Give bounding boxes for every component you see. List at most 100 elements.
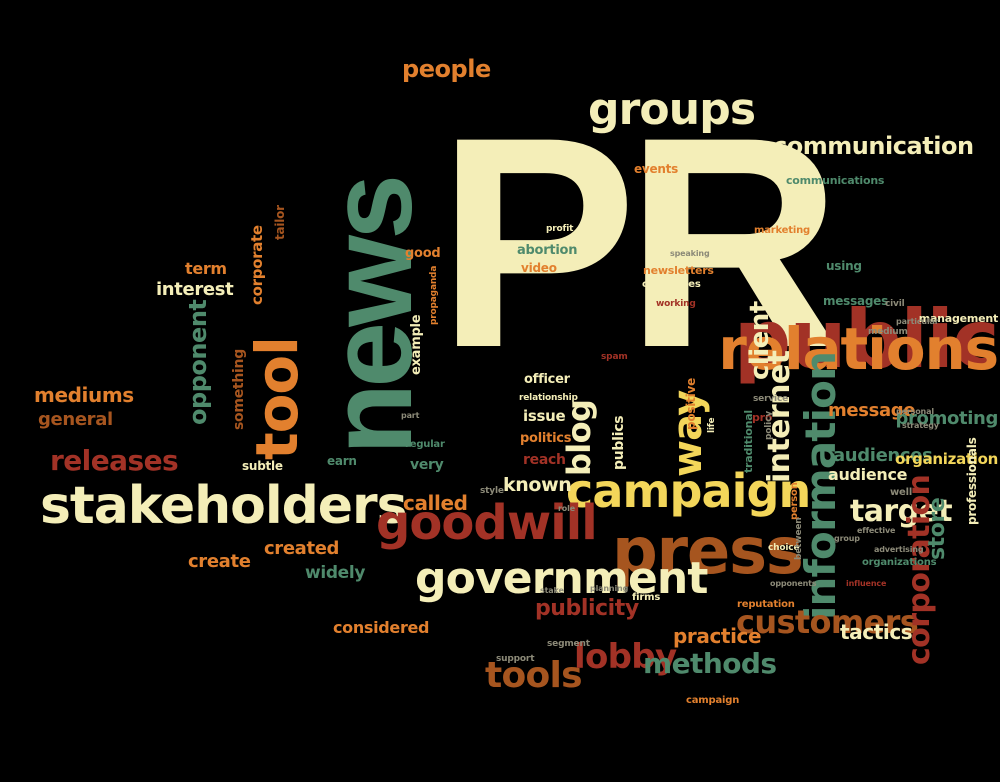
word-client: client [745,301,775,380]
word-relationship: relationship [519,393,578,403]
word-audience: audience [828,465,908,484]
word-pr: PR [437,74,842,410]
word-people: people [402,55,491,83]
word-campaign: campaign [566,464,811,518]
word-practice: practice [673,624,762,648]
word-stake: stake [540,586,564,595]
word-mediums: mediums [34,383,134,407]
word-communication: communication [773,132,974,160]
word-tactics: tactics [840,620,913,644]
word-publics: publics [611,415,627,470]
word-pro: pro [752,411,773,424]
word-tailor: tailor [273,205,287,240]
word-propaganda: propaganda [429,265,439,325]
word-goodwill: goodwill [376,495,598,551]
word-organization: organization [895,450,998,468]
word-groups: groups [588,84,756,135]
word-firms: firms [632,592,661,603]
word-communications: communications [786,174,885,187]
word-positive: positive [684,378,698,430]
word-profit: profit [546,224,574,234]
word-management: management [918,312,999,325]
word-interest: interest [156,279,234,300]
word-corporate: corporate [248,225,266,305]
word-civil: civil [885,299,905,309]
word-between: between [794,517,804,560]
word-releases: releases [50,444,179,477]
word-message: message [828,400,916,421]
word-opponents: opponents [770,579,817,588]
word-companies: companies [642,279,701,290]
word-newsletters: newsletters [643,264,714,277]
word-considered: considered [333,618,430,637]
word-strategy: strategy [902,421,939,430]
word-messages: messages [823,294,888,308]
word-particular: particular [896,317,939,326]
word-effective: effective [857,526,896,535]
word-customers: customers [736,603,919,641]
word-very: very [410,457,444,473]
word-relations: relations [718,315,999,383]
word-created: created [264,538,340,559]
word-audiences: audiences [833,445,933,466]
word-general: general [38,409,113,430]
word-influence: influence [846,579,887,588]
word-politics: politics [520,431,572,446]
word-professionals: professionals [965,437,979,525]
word-speaking: speaking [670,249,710,258]
word-tools: tools [485,655,583,696]
word-publicity: publicity [535,596,639,621]
word-group: group [834,534,860,543]
word-create: create [188,551,251,572]
word-subtle: subtle [242,459,283,473]
word-choice: choice [768,543,800,553]
word-organizations: organizations [862,557,937,568]
word-personal: personal [896,407,934,416]
word-regular: regular [405,439,445,450]
word-called: called [403,491,468,515]
word-advertising: advertising [874,545,924,554]
word-reputation: reputation [737,599,795,610]
word-officer: officer [524,372,570,387]
word-known: known [503,474,572,496]
word-widely: widely [305,563,366,583]
word-earn: earn [327,454,357,468]
word-good: good [405,246,441,261]
word-video: video [521,261,557,275]
word-press: press [612,515,804,589]
word-working: working [656,299,696,309]
word-policy: policy [764,411,774,440]
word-spam: spam [601,352,628,362]
word-abortion: abortion [517,243,578,258]
word-marketing: marketing [754,225,810,236]
word-part: part [401,411,420,420]
word-promoting: promoting [895,408,999,429]
word-well: well [890,487,913,498]
word-public: public [733,293,1000,386]
word-medium: medium [868,327,908,337]
word-tool: tool [243,337,311,460]
word-methods: methods [643,647,777,680]
word-person: person [789,482,800,520]
word-something: something [231,349,247,430]
word-life: life [707,417,717,433]
word-government: government [415,553,708,604]
word-planning: planning [590,584,629,593]
word-using: using [826,259,862,273]
word-store: store [925,497,950,560]
word-style: style [480,486,504,496]
word-support: support [496,654,535,664]
word-reach: reach [523,452,566,468]
word-opponent: opponent [184,299,212,425]
word-segment: segment [547,639,590,649]
word-target: target [850,494,953,529]
word-term: term [185,259,227,278]
word-campaign: campaign [686,695,740,706]
word-example: example [409,314,424,375]
word-stakeholders: stakeholders [40,476,408,536]
word-issue: issue [523,407,566,425]
word-lobby: lobby [574,637,677,677]
word-events: events [634,162,679,176]
word-role: role [558,504,575,513]
